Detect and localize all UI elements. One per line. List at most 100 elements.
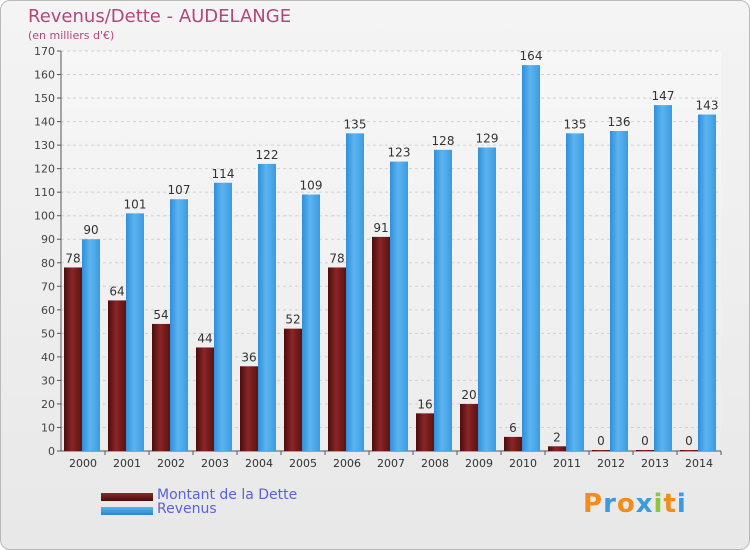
y-tick-label: 100 [34,210,55,223]
data-label-revenus: 135 [564,117,587,131]
bar-dette [636,450,654,451]
legend-label-dette: Montant de la Dette [157,487,298,503]
chart-title: Revenus/Dette - AUDELANGE [28,6,292,27]
y-tick-label: 70 [41,280,55,293]
x-tick-label: 2001 [113,457,141,470]
logo-letter: i [653,489,664,519]
logo-letter: t [663,489,677,519]
bar-revenus [566,133,584,451]
bar-dette [680,450,698,451]
data-label-dette: 2 [553,430,561,444]
x-tick-label: 2011 [553,457,581,470]
x-tick-label: 2014 [685,457,713,470]
bar-revenus [302,194,320,451]
bar-dette [64,267,82,451]
y-tick-label: 150 [34,92,55,105]
data-label-revenus: 114 [212,167,235,181]
data-label-revenus: 109 [300,179,323,193]
data-label-revenus: 122 [256,148,279,162]
bar-revenus [82,239,100,451]
x-tick-label: 2007 [377,457,405,470]
data-label-dette: 54 [153,308,168,322]
bar-revenus [478,147,496,451]
data-label-revenus: 128 [432,134,455,148]
data-label-revenus: 90 [83,223,98,237]
data-label-dette: 44 [197,331,212,345]
y-tick-label: 160 [34,69,55,82]
bar-revenus [214,182,232,451]
data-label-dette: 78 [65,251,80,265]
logo-letter: i [676,489,687,519]
logo-letter: r [603,489,617,519]
data-label-dette: 0 [597,434,605,448]
x-tick-label: 2003 [201,457,229,470]
x-tick-label: 2005 [289,457,317,470]
bar-dette [372,236,390,451]
logo-letter: P [583,489,604,519]
bar-revenus [610,131,628,451]
logo-letter: o [616,489,636,519]
bar-dette [240,366,258,451]
data-label-revenus: 135 [344,117,367,131]
legend-swatch-dette [101,493,153,501]
data-label-revenus: 136 [608,115,631,129]
x-tick-label: 2004 [245,457,273,470]
data-label-revenus: 164 [520,49,543,63]
data-label-dette: 20 [461,388,476,402]
bar-dette [284,328,302,451]
bar-dette [504,436,522,451]
bar-revenus [654,105,672,451]
legend-label-revenus: Revenus [157,501,217,517]
y-tick-label: 30 [41,374,55,387]
y-tick-label: 90 [41,233,55,246]
y-tick-label: 20 [41,398,55,411]
data-label-dette: 0 [641,434,649,448]
bar-dette [328,267,346,451]
data-label-revenus: 123 [388,146,411,160]
data-label-revenus: 147 [652,89,675,103]
y-tick-label: 170 [34,45,55,58]
y-tick-label: 140 [34,116,55,129]
data-label-revenus: 143 [696,99,719,113]
bar-dette [416,413,434,451]
legend-swatch-revenus [101,507,153,515]
x-tick-label: 2002 [157,457,185,470]
x-tick-label: 2013 [641,457,669,470]
x-tick-label: 2009 [465,457,493,470]
x-tick-label: 2000 [69,457,97,470]
data-label-revenus: 107 [168,183,191,197]
data-label-revenus: 129 [476,131,499,145]
data-label-dette: 64 [109,284,124,298]
bar-revenus [434,149,452,451]
x-tick-label: 2010 [509,457,537,470]
bar-revenus [346,133,364,451]
y-tick-label: 120 [34,163,55,176]
y-tick-label: 50 [41,327,55,340]
bar-revenus [390,161,408,451]
bar-dette [460,403,478,451]
data-label-dette: 52 [285,313,300,327]
bar-revenus [170,199,188,451]
x-tick-label: 2012 [597,457,625,470]
data-label-dette: 36 [241,350,256,364]
bar-dette [548,446,566,451]
data-label-dette: 16 [417,397,432,411]
x-tick-label: 2008 [421,457,449,470]
y-tick-label: 10 [41,421,55,434]
chart-subtitle: (en milliers d'€) [28,29,115,42]
bar-dette [152,323,170,451]
proxiti-logo: Proxiti [583,489,687,519]
y-tick-label: 80 [41,257,55,270]
bar-dette [108,300,126,451]
bar-revenus [698,114,716,451]
bar-dette [592,450,610,451]
data-label-dette: 91 [373,221,388,235]
data-label-revenus: 101 [124,197,147,211]
logo-letter: x [635,489,654,519]
bar-revenus [258,163,276,452]
y-tick-label: 40 [41,351,55,364]
y-tick-label: 60 [41,304,55,317]
bar-revenus [522,65,540,451]
